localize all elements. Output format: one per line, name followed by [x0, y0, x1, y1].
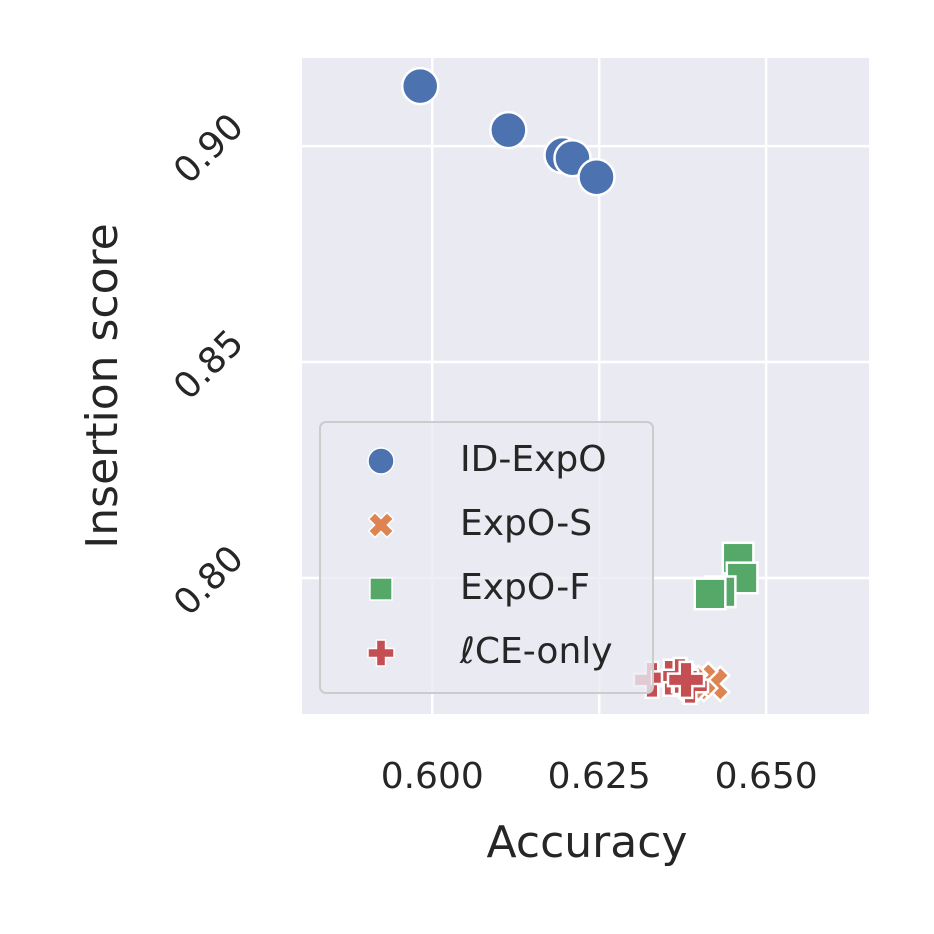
legend-label: ExpO-S [460, 503, 592, 544]
x-tick-label: 0.625 [548, 756, 651, 797]
marker [367, 447, 395, 475]
legend-box [319, 421, 654, 694]
legend-label: ID-ExpO [460, 439, 607, 480]
marker [577, 157, 616, 197]
y-axis-label: Insertion score [77, 223, 128, 548]
y-tick-label: 0.90 [166, 106, 252, 192]
y-tick-label: 0.85 [166, 322, 252, 408]
legend: ID-ExpO ExpO-S ExpO-F ℓCE-only [319, 421, 654, 694]
x-tick-label: 0.600 [381, 756, 484, 797]
marker [367, 511, 395, 539]
points [400, 66, 759, 706]
marker [489, 110, 528, 150]
marker [369, 577, 393, 601]
x-axis-label: Accuracy [487, 817, 688, 868]
marker [666, 660, 706, 700]
y-tick-label: 0.80 [166, 538, 252, 624]
marker [367, 639, 395, 667]
legend-label: ExpO-F [460, 567, 590, 608]
marker [400, 66, 440, 106]
legend-label: ℓCE-only [459, 631, 613, 672]
marker [693, 577, 727, 611]
x-tick-label: 0.650 [715, 756, 818, 797]
